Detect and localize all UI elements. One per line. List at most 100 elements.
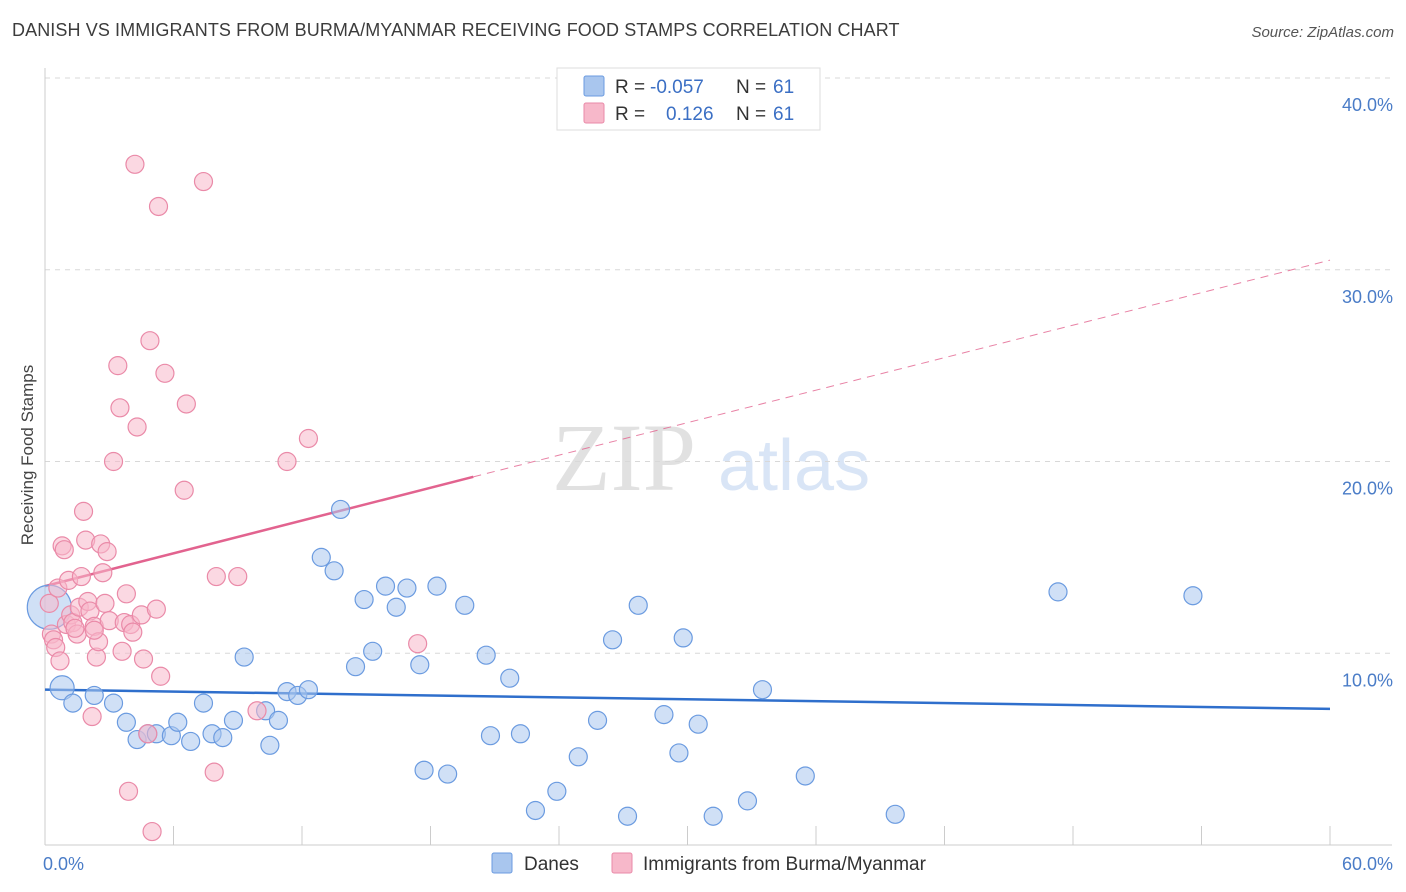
danes-point — [268, 710, 289, 730]
watermark-atlas: atlas — [718, 426, 870, 506]
y-tick-label: 10.0% — [1342, 670, 1393, 690]
danes-point — [688, 714, 708, 734]
danes-point — [223, 710, 244, 730]
danes-point — [587, 710, 608, 730]
bottom-legend-danes: Danes — [524, 854, 579, 875]
danes-point — [510, 724, 531, 744]
y-tick-label: 40.0% — [1342, 95, 1393, 115]
danes-point — [427, 576, 447, 596]
danes-point — [1048, 582, 1068, 602]
bottom-legend-burma: Immigrants from Burma/Myanmar — [643, 854, 927, 875]
data-points — [26, 154, 1203, 842]
burma-point — [54, 540, 74, 560]
danes-point — [375, 576, 396, 596]
danes-point — [673, 628, 693, 648]
danes-point — [181, 731, 201, 752]
danes-point — [602, 630, 623, 650]
bottom-legend: Danes Immigrants from Burma/Myanmar — [491, 852, 927, 875]
burma-point — [112, 641, 132, 661]
burma-point — [95, 593, 115, 613]
burma-point — [204, 762, 224, 782]
danes-point — [455, 595, 475, 615]
y-tick-label: 20.0% — [1342, 479, 1393, 499]
danes-point — [617, 806, 638, 826]
top-legend: R = -0.057 N = 61 R = 0.126 N = 61 — [556, 67, 821, 131]
x-tick-label-max: 60.0% — [1342, 854, 1393, 874]
burma-point — [176, 394, 196, 414]
legend-r-label-1: R = — [615, 77, 645, 98]
danes-point — [397, 578, 417, 598]
danes-point — [386, 597, 406, 617]
danes-point — [438, 764, 458, 784]
danes-point — [213, 728, 233, 748]
burma-point — [247, 701, 267, 721]
legend-n-value-2: 61 — [773, 104, 794, 125]
burma-point — [127, 417, 147, 437]
burma-point — [277, 451, 297, 472]
danes-point — [363, 641, 383, 661]
burma-point — [110, 398, 130, 418]
danes-point — [885, 804, 905, 824]
burma-point — [118, 781, 139, 801]
burma-trend-extension — [473, 259, 1331, 478]
danes-point — [193, 693, 214, 713]
danes-point — [500, 668, 520, 688]
danes-point — [49, 675, 75, 701]
burma-point — [123, 622, 143, 642]
danes-point — [480, 726, 501, 746]
danes-point — [345, 657, 366, 677]
danes-point — [168, 712, 188, 732]
legend-n-label-1: N = — [736, 77, 766, 98]
burma-point — [97, 542, 117, 562]
chart-title: DANISH VS IMMIGRANTS FROM BURMA/MYANMAR … — [12, 20, 900, 40]
danes-point — [116, 712, 136, 732]
legend-r-label-2: R = — [615, 104, 645, 125]
burma-point — [206, 566, 226, 587]
danes-point — [547, 781, 567, 801]
bottom-legend-swatch-danes — [491, 852, 513, 874]
burma-point — [142, 821, 162, 842]
x-tick-label-min: 0.0% — [43, 854, 84, 874]
danes-point — [654, 705, 674, 725]
grid-lines — [45, 77, 1392, 654]
burma-point — [73, 501, 94, 521]
burma-point — [103, 451, 124, 472]
danes-point — [568, 747, 588, 767]
danes-point — [330, 499, 351, 520]
legend-swatch-danes — [583, 75, 605, 97]
watermark-zip: ZIP — [552, 404, 696, 511]
burma-point — [39, 593, 59, 613]
danes-point — [476, 645, 496, 665]
burma-point — [116, 584, 136, 604]
legend-r-value-2: 0.126 — [666, 104, 714, 125]
danes-point — [354, 589, 374, 610]
legend-r-value-1: -0.057 — [650, 77, 704, 98]
danes-point — [324, 561, 344, 581]
burma-point — [298, 428, 319, 449]
burma-point — [108, 356, 128, 376]
burma-point — [133, 649, 154, 669]
danes-point — [410, 655, 430, 675]
danes-point — [84, 685, 104, 706]
burma-point — [138, 724, 158, 744]
danes-point — [525, 800, 546, 821]
danes-point — [628, 595, 648, 615]
legend-n-value-1: 61 — [773, 77, 794, 98]
legend-n-label-2: N = — [736, 104, 766, 125]
danes-point — [234, 647, 254, 667]
burma-point — [71, 566, 92, 587]
burma-point — [408, 634, 428, 654]
danes-point — [795, 766, 815, 786]
burma-point — [50, 651, 70, 671]
danes-point — [311, 547, 331, 567]
danes-point — [1183, 586, 1203, 606]
burma-point — [174, 480, 194, 500]
burma-point — [84, 620, 104, 640]
burma-point — [65, 618, 85, 638]
danes-point — [703, 806, 723, 826]
burma-point — [93, 563, 113, 583]
burma-point — [125, 154, 145, 174]
danes-point — [63, 693, 83, 713]
trend-lines — [44, 259, 1331, 711]
burma-trend-line — [44, 475, 474, 588]
